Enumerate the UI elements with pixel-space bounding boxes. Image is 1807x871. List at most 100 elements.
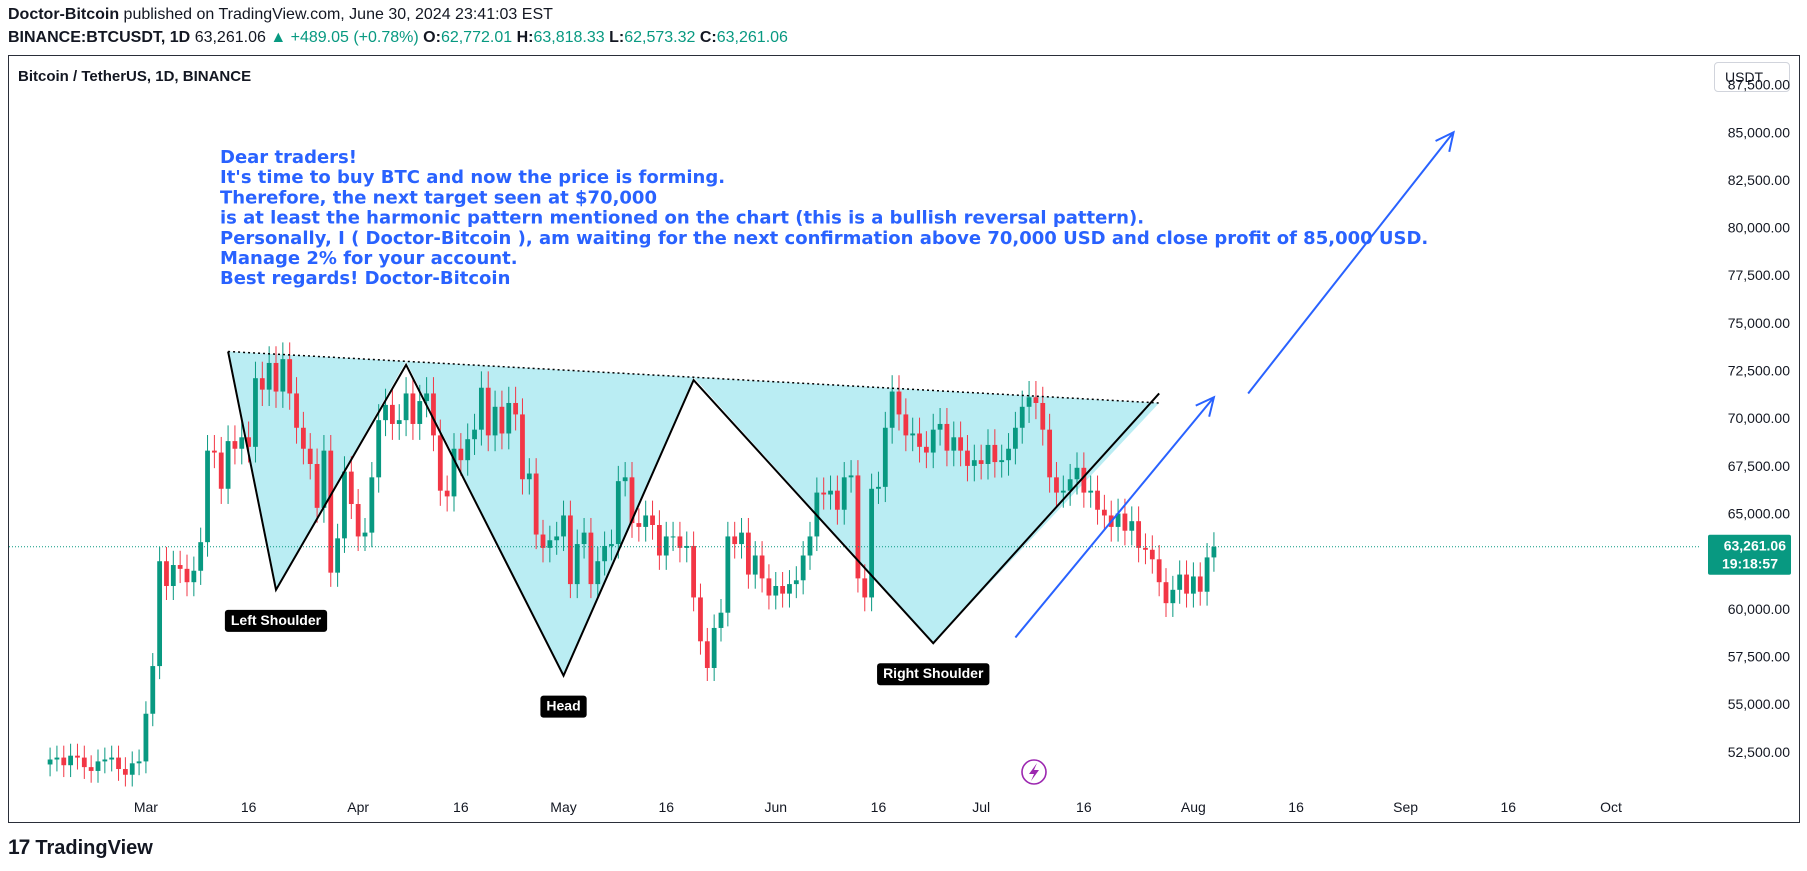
candle-body <box>369 477 375 533</box>
candle-body <box>88 767 94 771</box>
candle <box>136 749 142 776</box>
candle-body <box>362 532 368 537</box>
pattern-label-bg <box>877 663 990 686</box>
target-arrow[interactable] <box>1014 395 1216 639</box>
candle-body <box>102 759 108 762</box>
candle <box>116 745 121 781</box>
candle <box>656 510 662 570</box>
candle-body <box>807 536 813 556</box>
candle-body <box>650 515 655 525</box>
candle <box>684 531 690 563</box>
candle <box>1012 411 1018 465</box>
candle <box>1184 560 1189 608</box>
candle <box>444 475 450 512</box>
head-shoulders-zigzag[interactable] <box>227 351 1160 678</box>
candle-body <box>342 471 347 539</box>
candle <box>595 546 601 599</box>
candle-body <box>129 763 135 775</box>
y-tick-label: 85,000.00 <box>1728 124 1790 140</box>
publish-text: published on TradingView.com, June 30, 2… <box>119 6 553 23</box>
price-change: ▲ +489.05 (+0.78%) <box>270 29 419 46</box>
candle-body <box>848 475 854 478</box>
candle-body <box>1184 574 1189 594</box>
lightning-icon[interactable] <box>1021 759 1047 785</box>
candle <box>615 465 621 559</box>
candle-body <box>910 433 916 436</box>
candle-body <box>513 402 519 415</box>
candle <box>547 525 553 563</box>
candle-body <box>458 448 464 461</box>
candle <box>314 448 320 523</box>
chart-title: Bitcoin / TetherUS, 1D, BINANCE <box>18 68 252 85</box>
candle <box>1204 543 1210 606</box>
target-arrow[interactable] <box>1247 130 1455 395</box>
candle <box>1047 413 1053 493</box>
currency-selector[interactable]: USDT <box>1714 62 1790 92</box>
footer-brand[interactable]: 17 TradingView <box>8 836 153 860</box>
candle <box>478 371 484 446</box>
candle-body <box>1040 402 1046 430</box>
candle <box>47 747 53 777</box>
x-tick-label: Jun <box>764 799 787 815</box>
candle <box>1156 544 1162 597</box>
candle <box>1067 463 1073 506</box>
candle <box>787 570 792 608</box>
candle <box>930 413 936 469</box>
author-name[interactable]: Doctor-Bitcoin <box>8 6 120 23</box>
candle <box>1101 494 1107 531</box>
candle <box>554 521 560 555</box>
x-tick-label: 16 <box>1076 799 1092 815</box>
note-line: It's time to buy BTC and now the price i… <box>220 167 725 188</box>
candle-body <box>417 401 423 424</box>
candle-body <box>1060 490 1066 493</box>
x-tick-label: 16 <box>1501 799 1517 815</box>
y-tick-label: 52,500.00 <box>1728 744 1790 760</box>
candle-body <box>335 538 341 573</box>
candle <box>951 421 957 467</box>
candle-body <box>1026 397 1032 407</box>
candle-body <box>157 561 163 667</box>
candle <box>1054 462 1059 508</box>
candle <box>102 747 108 774</box>
pattern-fill-area <box>406 361 694 676</box>
candle <box>793 566 799 599</box>
candle <box>369 462 375 548</box>
candle-body <box>588 532 594 585</box>
neckline[interactable] <box>228 350 1160 404</box>
candle <box>280 342 286 408</box>
candle-body <box>287 359 293 394</box>
candle-body <box>547 540 553 548</box>
candle <box>253 361 258 463</box>
candle-body <box>396 420 402 424</box>
candle-body <box>663 536 669 556</box>
pattern-label[interactable]: Left Shoulder <box>224 609 328 632</box>
pattern-label[interactable]: Head <box>540 695 587 718</box>
candle <box>485 371 491 452</box>
candle <box>506 386 512 450</box>
candle-body <box>68 755 74 766</box>
candle-body <box>869 488 875 598</box>
candle <box>889 375 895 444</box>
symbol-label[interactable]: BINANCE:BTCUSDT, 1D <box>8 29 191 46</box>
candle-body <box>725 536 731 613</box>
candle-body <box>75 755 80 758</box>
candle <box>81 745 87 779</box>
x-tick-label: 16 <box>453 799 469 815</box>
candle-body <box>424 393 430 402</box>
x-tick-label: 16 <box>658 799 674 815</box>
candle-body <box>1074 467 1080 480</box>
last-price-tag-value: 63,261.06 <box>1724 538 1786 554</box>
candle-body <box>1177 574 1183 590</box>
candle-body <box>1190 576 1196 594</box>
candle-body <box>1163 582 1169 604</box>
candle <box>1163 568 1169 617</box>
last-price-tag <box>1708 534 1791 575</box>
pattern-label[interactable]: Right Shoulder <box>877 663 990 686</box>
pattern-label-text: Left Shoulder <box>231 612 322 628</box>
candle-body <box>985 444 991 464</box>
candle-body <box>307 448 313 464</box>
candle <box>376 404 382 493</box>
candle-body <box>164 561 169 587</box>
low-value: 62,573.32 <box>624 29 696 46</box>
